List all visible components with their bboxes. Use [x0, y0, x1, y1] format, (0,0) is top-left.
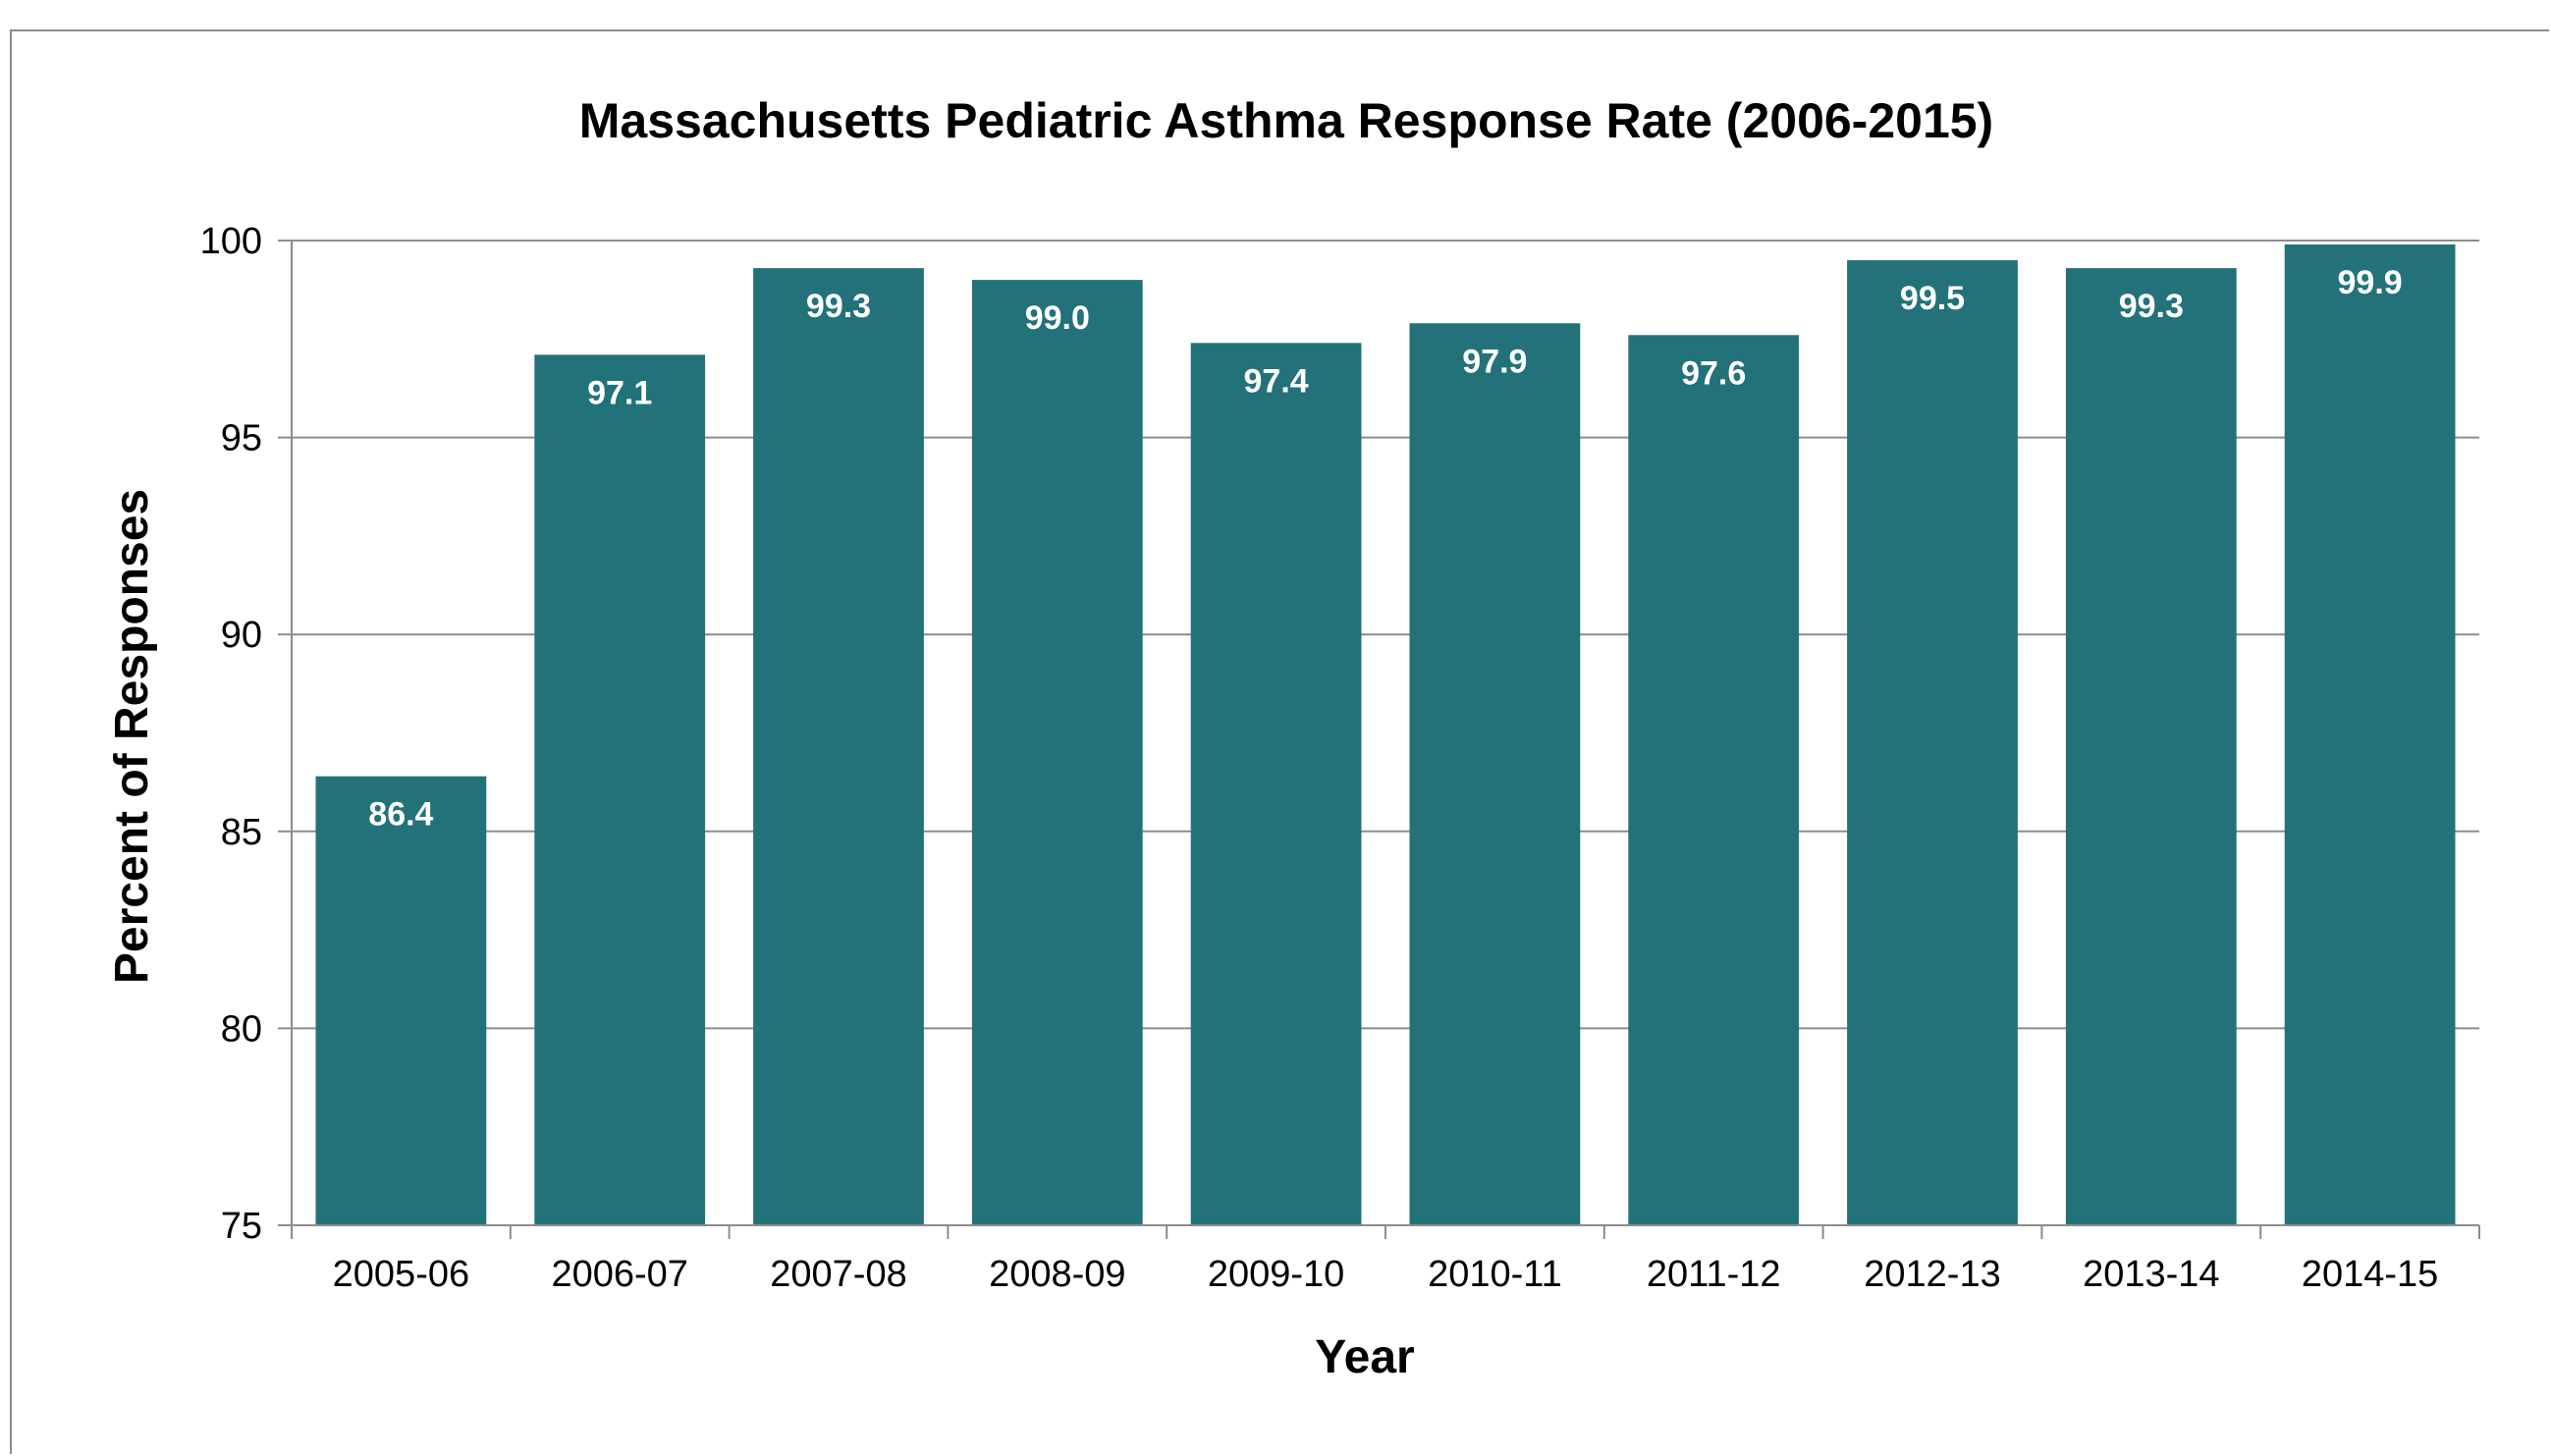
x-axis-title: Year — [1315, 1331, 1414, 1383]
y-tick-labels: 75 80 85 90 95 100 — [200, 221, 262, 1247]
data-label: 86.4 — [368, 796, 433, 834]
x-tick-labels: 2005-06 2006-07 2007-08 2008-09 2009-10 2010-… — [333, 1254, 2439, 1295]
bar-2009-10 — [1190, 343, 1362, 1225]
bar-2007-08 — [753, 268, 924, 1226]
data-label: 99.5 — [1900, 280, 1965, 317]
x-tick-label: 2013-14 — [2083, 1254, 2219, 1295]
x-tick-label: 2007-08 — [770, 1254, 906, 1295]
chart-frame — [10, 29, 2549, 1454]
x-tick-label: 2008-09 — [989, 1254, 1125, 1295]
data-label: 97.9 — [1462, 343, 1527, 380]
bars — [315, 244, 2456, 1226]
bar-2011-12 — [1628, 335, 1800, 1226]
chart-title: Massachusetts Pediatric Asthma Response … — [579, 93, 1993, 148]
bar-2008-09 — [971, 280, 1143, 1225]
x-tick-label: 2009-10 — [1208, 1254, 1344, 1295]
x-tick-label: 2011-12 — [1647, 1254, 1781, 1295]
x-tick-label: 2010-11 — [1428, 1254, 1562, 1295]
data-label: 97.6 — [1681, 354, 1746, 392]
bar-2010-11 — [1409, 323, 1581, 1225]
y-tick-label: 85 — [221, 812, 262, 853]
y-axis-title: Percent of Responses — [106, 489, 158, 984]
data-label: 99.0 — [1025, 299, 1090, 337]
x-tick-label: 2012-13 — [1864, 1254, 2000, 1295]
data-label: 99.3 — [2119, 288, 2184, 325]
bar-2013-14 — [2065, 268, 2237, 1226]
data-labels: 86.4 97.1 99.3 99.0 97.4 97.9 97.6 99.5 99.3 99.9 — [368, 264, 2402, 834]
y-tick-label: 95 — [221, 418, 262, 459]
bar-2012-13 — [1847, 260, 2018, 1225]
bar-2005-06 — [315, 776, 487, 1225]
data-label: 99.3 — [806, 288, 871, 325]
bar-2006-07 — [534, 354, 706, 1225]
data-label: 99.9 — [2338, 264, 2403, 301]
y-tick-label: 90 — [221, 615, 262, 656]
x-tick-label: 2005-06 — [333, 1254, 469, 1295]
y-tick-label: 80 — [221, 1008, 262, 1050]
data-label: 97.4 — [1244, 362, 1309, 400]
bar-2014-15 — [2284, 244, 2456, 1226]
y-tick-label: 100 — [200, 221, 262, 262]
x-tick-label: 2006-07 — [551, 1254, 687, 1295]
x-tick-label: 2014-15 — [2302, 1254, 2438, 1295]
axes — [278, 240, 2480, 1239]
y-tick-label: 75 — [221, 1206, 262, 1247]
data-label: 97.1 — [587, 374, 652, 411]
